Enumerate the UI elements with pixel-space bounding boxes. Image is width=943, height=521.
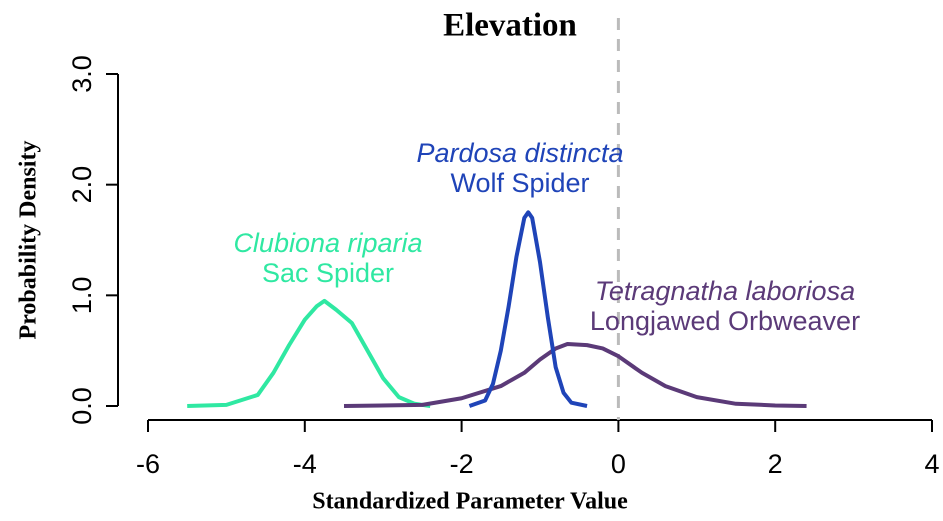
common-name-label: Sac Spider <box>262 258 394 288</box>
density-curve <box>343 342 807 408</box>
x-tick-label: 4 <box>924 449 939 479</box>
y-axis-label: Probability Density <box>16 141 42 340</box>
x-axis-label: Standardized Parameter Value <box>312 489 628 515</box>
species-label: Tetragnatha laboriosa <box>595 276 855 306</box>
common-name-label: Longjawed Orbweaver <box>590 306 860 336</box>
x-tick-label: -4 <box>293 449 317 479</box>
x-tick-label: -2 <box>450 449 474 479</box>
species-label: Pardosa distincta <box>416 138 623 168</box>
x-tick-label: 0 <box>611 449 626 479</box>
x-tick-label: -6 <box>136 449 160 479</box>
y-tick-label: 1.0 <box>67 277 97 315</box>
y-tick-label: 2.0 <box>67 166 97 204</box>
chart-title: Elevation <box>443 8 577 44</box>
density-curve <box>187 298 431 408</box>
x-tick-label: 2 <box>768 449 783 479</box>
y-tick-label: 0.0 <box>67 387 97 425</box>
density-curve <box>468 210 588 408</box>
y-tick-label: 3.0 <box>67 55 97 93</box>
common-name-label: Wolf Spider <box>450 168 589 198</box>
species-label: Clubiona riparia <box>233 228 422 258</box>
